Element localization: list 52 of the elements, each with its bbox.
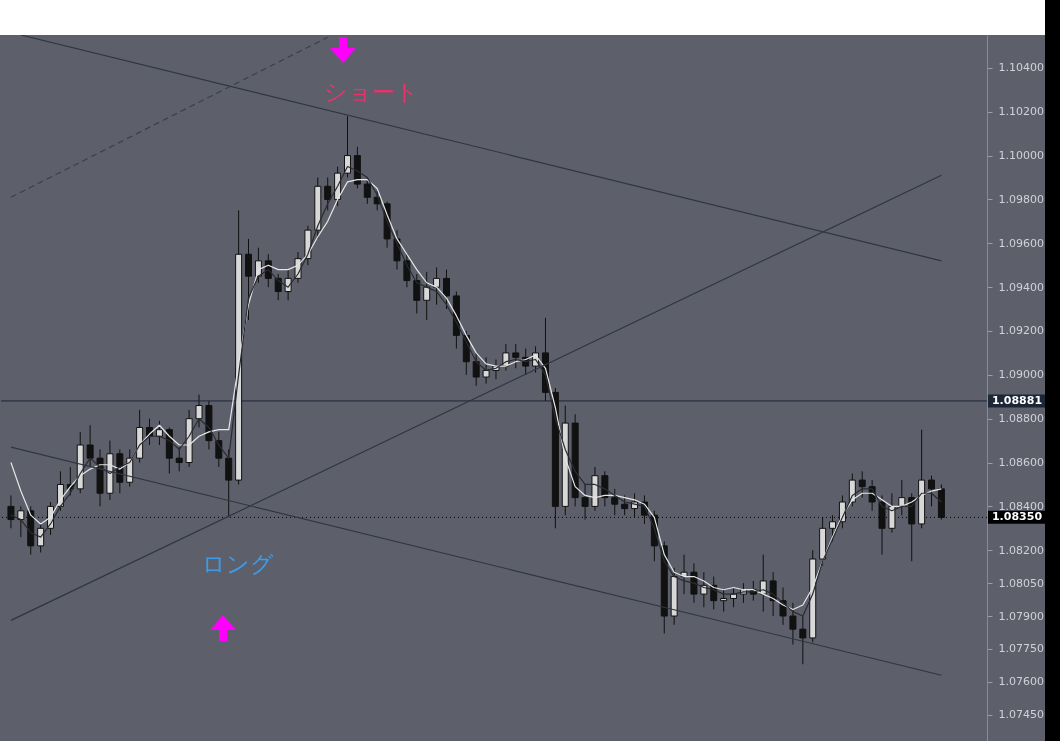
- candlestick: [155, 420, 163, 446]
- y-tick-label: 1.08050: [998, 576, 1044, 590]
- y-tick-label: 1.10400: [998, 61, 1044, 75]
- candlestick: [799, 615, 807, 665]
- candlestick: [225, 448, 233, 518]
- y-tick-label: 1.09000: [998, 368, 1044, 382]
- y-tick-label: 1.09800: [998, 192, 1044, 206]
- y-tick-label: 1.10000: [998, 149, 1044, 163]
- candlestick: [472, 352, 480, 387]
- candlestick: [423, 271, 431, 321]
- ref-line-label: 1.08350: [991, 510, 1043, 524]
- y-tick-label: 1.08800: [998, 412, 1044, 426]
- candlestick: [86, 424, 94, 468]
- candlestick: [888, 492, 896, 534]
- ref-line-label: 1.08881: [991, 393, 1043, 407]
- candlestick: [403, 253, 411, 288]
- y-tick-label: 1.08400: [998, 499, 1044, 513]
- candlestick: [690, 562, 698, 604]
- y-tick-label: 1.08200: [998, 543, 1044, 557]
- candlestick: [37, 523, 45, 553]
- candlestick: [789, 602, 797, 646]
- candlestick: [344, 115, 351, 179]
- y-tick-label: 1.07600: [998, 675, 1044, 689]
- candlestick: [621, 494, 629, 516]
- candlestick: [284, 269, 292, 301]
- candlestick: [858, 470, 866, 499]
- annotation: ロング: [202, 551, 274, 577]
- y-tick-label: 1.07900: [998, 609, 1044, 623]
- candlestick: [611, 488, 619, 516]
- candlestick: [433, 266, 441, 306]
- candlestick: [601, 470, 609, 507]
- y-tick-label: 1.10200: [998, 105, 1044, 119]
- candlestick: [413, 273, 421, 314]
- candlestick: [7, 494, 15, 529]
- candlestick: [195, 394, 203, 428]
- candlestick: [245, 238, 253, 321]
- y-tick-label: 1.09400: [998, 280, 1044, 294]
- candlestick: [175, 446, 183, 472]
- candlestick: [442, 269, 450, 310]
- candlestick: [720, 589, 728, 613]
- y-tick-label: 1.09200: [998, 324, 1044, 338]
- y-tick-label: 1.08600: [998, 456, 1044, 470]
- y-tick-label: 1.09600: [998, 236, 1044, 250]
- candlestick: [581, 483, 589, 521]
- candlestick: [512, 343, 520, 369]
- candlestick: [482, 356, 490, 385]
- candlestick: [324, 177, 332, 211]
- candlestick: [928, 475, 936, 507]
- annotation: ショート: [323, 79, 419, 105]
- y-tick-label: 1.07450: [998, 708, 1044, 722]
- y-tick-label: 1.07750: [998, 642, 1044, 656]
- candlestick: [17, 505, 25, 538]
